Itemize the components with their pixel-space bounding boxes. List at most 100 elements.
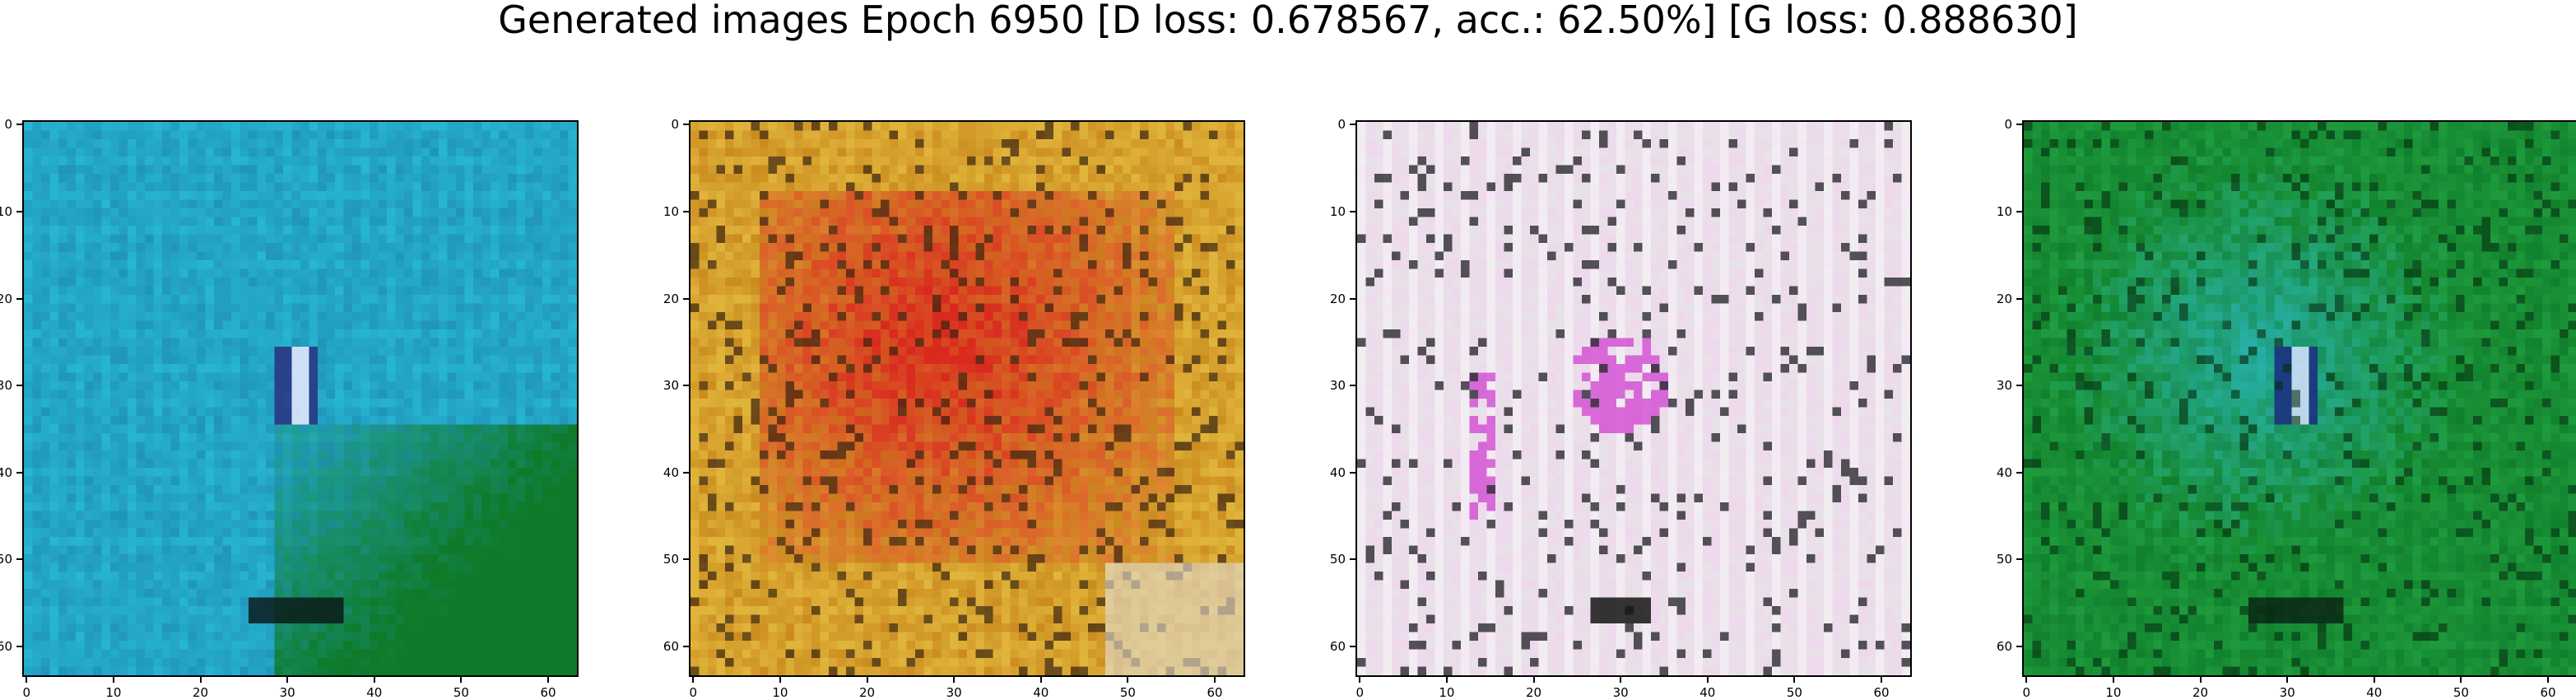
x-tick-mark (2373, 677, 2375, 683)
x-tick-mark (460, 677, 463, 683)
y-tick-label: 40 (663, 464, 679, 480)
generated-image (24, 122, 577, 675)
y-tick-mark (16, 297, 22, 300)
y-tick-mark (16, 124, 22, 126)
generated-image (2024, 122, 2576, 675)
y-tick-label: 50 (0, 552, 12, 567)
x-tick-mark (1214, 677, 1216, 683)
generated-image-panel-1: 0 0 10 10 20 20 30 30 40 40 50 50 60 60 (0, 117, 579, 700)
x-tick-label: 60 (1873, 685, 1890, 700)
x-tick-label: 30 (2279, 685, 2295, 700)
x-tick-mark (866, 677, 868, 683)
x-tick-mark (2460, 677, 2462, 683)
y-tick-mark (16, 558, 22, 561)
y-tick-mark (2016, 646, 2022, 648)
y-tick-label: 20 (1329, 291, 1346, 306)
y-tick-label: 20 (0, 291, 12, 306)
x-tick-mark (779, 677, 781, 683)
y-tick-label: 50 (1329, 552, 1346, 567)
y-tick-mark (1350, 471, 1355, 474)
x-tick-label: 60 (1207, 685, 1223, 700)
figure-title: Generated images Epoch 6950 [D loss: 0.6… (498, 0, 2078, 42)
x-tick-label: 30 (946, 685, 962, 700)
x-tick-mark (692, 677, 695, 683)
x-tick-mark (373, 677, 375, 683)
image-frame (689, 120, 1245, 677)
x-tick-mark (2025, 677, 2028, 683)
x-tick-mark (547, 677, 550, 683)
x-tick-label: 10 (105, 685, 122, 700)
x-tick-label: 20 (2192, 685, 2209, 700)
x-tick-mark (953, 677, 956, 683)
image-frame (1355, 120, 1912, 677)
y-tick-label: 30 (0, 378, 12, 394)
x-tick-label: 50 (453, 685, 469, 700)
y-tick-mark (16, 385, 22, 387)
y-tick-mark (1350, 558, 1355, 561)
y-tick-label: 0 (4, 117, 12, 133)
y-tick-label: 60 (663, 639, 679, 655)
x-tick-mark (112, 677, 114, 683)
x-tick-mark (2199, 677, 2202, 683)
y-tick-mark (1350, 124, 1355, 126)
y-tick-label: 20 (1996, 291, 2012, 306)
x-tick-label: 0 (689, 685, 698, 700)
x-tick-mark (2286, 677, 2289, 683)
x-tick-label: 20 (1525, 685, 1542, 700)
x-tick-label: 30 (279, 685, 295, 700)
y-tick-mark (683, 385, 689, 387)
y-tick-label: 60 (0, 639, 12, 655)
x-tick-mark (199, 677, 202, 683)
x-tick-label: 60 (540, 685, 556, 700)
y-tick-mark (16, 471, 22, 474)
x-tick-label: 40 (1033, 685, 1049, 700)
y-tick-mark (2016, 471, 2022, 474)
x-tick-label: 40 (1700, 685, 1716, 700)
y-tick-mark (1350, 385, 1355, 387)
y-tick-label: 10 (1329, 203, 1346, 219)
y-tick-mark (1350, 646, 1355, 648)
x-tick-mark (2112, 677, 2114, 683)
x-tick-mark (1881, 677, 1883, 683)
x-tick-label: 40 (366, 685, 383, 700)
y-tick-label: 20 (663, 291, 679, 306)
y-tick-mark (683, 558, 689, 561)
x-tick-label: 60 (2540, 685, 2556, 700)
y-tick-label: 30 (1329, 378, 1346, 394)
image-frame (22, 120, 579, 677)
x-tick-label: 10 (772, 685, 788, 700)
x-tick-label: 0 (2022, 685, 2031, 700)
y-tick-mark (683, 124, 689, 126)
x-tick-mark (286, 677, 289, 683)
y-tick-mark (683, 471, 689, 474)
y-tick-label: 60 (1329, 639, 1346, 655)
x-tick-mark (1445, 677, 1448, 683)
y-tick-mark (16, 210, 22, 212)
y-tick-mark (2016, 385, 2022, 387)
generated-image-panel-4: 0 0 10 10 20 20 30 30 40 40 50 50 60 60 (1997, 117, 2576, 700)
generated-image-panel-2: 0 0 10 10 20 20 30 30 40 40 50 50 60 60 (663, 117, 1245, 700)
y-tick-label: 30 (1996, 378, 2012, 394)
x-tick-mark (2547, 677, 2550, 683)
y-tick-mark (2016, 210, 2022, 212)
x-tick-mark (1532, 677, 1535, 683)
generated-image (1357, 122, 1910, 675)
y-tick-label: 10 (1996, 203, 2012, 219)
y-tick-label: 40 (1329, 464, 1346, 480)
y-tick-mark (2016, 124, 2022, 126)
x-tick-label: 30 (1612, 685, 1629, 700)
y-tick-mark (1350, 297, 1355, 300)
x-tick-mark (1127, 677, 1129, 683)
x-tick-mark (1359, 677, 1361, 683)
x-tick-label: 10 (2105, 685, 2122, 700)
x-tick-label: 0 (22, 685, 31, 700)
x-tick-mark (1706, 677, 1709, 683)
y-tick-mark (683, 646, 689, 648)
y-tick-label: 0 (2004, 117, 2012, 133)
y-tick-label: 0 (1337, 117, 1346, 133)
x-tick-label: 50 (2453, 685, 2469, 700)
x-tick-mark (1620, 677, 1622, 683)
x-tick-label: 20 (192, 685, 209, 700)
x-tick-mark (1793, 677, 1796, 683)
y-tick-label: 50 (1996, 552, 2012, 567)
